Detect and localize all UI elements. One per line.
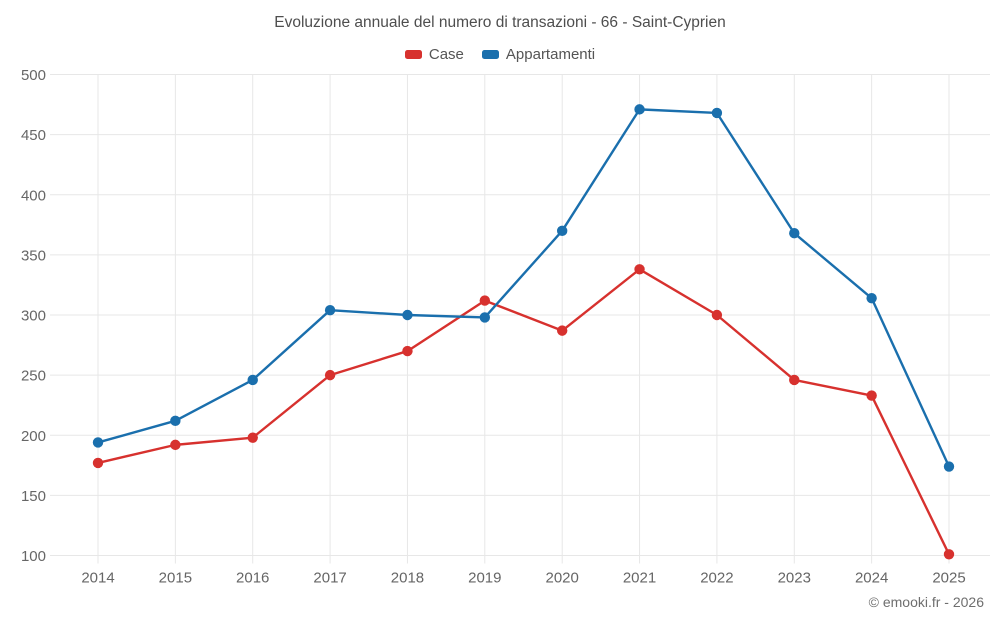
y-tick-label: 450 xyxy=(21,127,46,144)
legend-item-appartamenti[interactable]: Appartamenti xyxy=(481,46,596,63)
x-tick-label: 2020 xyxy=(545,570,578,587)
legend-label-appartamenti: Appartamenti xyxy=(505,46,596,63)
case-swatch-icon xyxy=(404,50,422,59)
x-tick-label: 2014 xyxy=(81,570,114,587)
x-tick-label: 2018 xyxy=(391,570,424,587)
data-point-case-2017[interactable] xyxy=(324,369,336,381)
data-point-case-2023[interactable] xyxy=(789,374,800,386)
data-point-case-2024[interactable] xyxy=(866,390,877,401)
data-point-appartamenti-2016[interactable] xyxy=(247,374,258,386)
data-point-appartamenti-2017[interactable] xyxy=(324,304,336,316)
data-point-appartamenti-2020[interactable] xyxy=(556,225,568,237)
data-point-case-2022[interactable] xyxy=(711,309,723,321)
y-tick-label: 500 xyxy=(21,67,46,84)
legend-item-case[interactable]: Case xyxy=(404,46,464,63)
data-point-case-2014[interactable] xyxy=(92,457,104,469)
x-tick-label: 2017 xyxy=(313,570,346,587)
series-line-case xyxy=(96,268,951,556)
y-tick-label: 100 xyxy=(21,548,46,565)
y-tick-label: 300 xyxy=(21,308,46,325)
x-tick-label: 2015 xyxy=(159,570,192,587)
data-point-case-2016[interactable] xyxy=(247,432,258,443)
y-tick-label: 200 xyxy=(21,428,46,445)
data-point-case-2015[interactable] xyxy=(170,439,181,451)
data-point-case-2019[interactable] xyxy=(479,295,491,306)
x-tick-label: 2016 xyxy=(236,570,269,587)
data-point-appartamenti-2015[interactable] xyxy=(170,415,181,427)
data-point-case-2021[interactable] xyxy=(634,264,645,275)
data-point-appartamenti-2019[interactable] xyxy=(479,312,491,323)
x-tick-label: 2019 xyxy=(468,570,501,587)
y-tick-label: 150 xyxy=(21,488,46,505)
data-point-case-2025[interactable] xyxy=(943,549,955,560)
data-point-appartamenti-2022[interactable] xyxy=(711,107,723,119)
x-tick-label: 2023 xyxy=(778,570,811,587)
x-tick-label: 2022 xyxy=(700,570,733,587)
appartamenti-swatch-icon xyxy=(481,50,499,59)
data-point-appartamenti-2023[interactable] xyxy=(789,228,800,239)
data-point-case-2018[interactable] xyxy=(402,345,413,357)
x-tick-label: 2025 xyxy=(932,570,965,587)
y-tick-label: 400 xyxy=(21,187,46,204)
data-point-appartamenti-2018[interactable] xyxy=(402,309,413,321)
data-point-appartamenti-2021[interactable] xyxy=(634,104,645,115)
data-point-case-2020[interactable] xyxy=(556,325,568,336)
data-point-appartamenti-2024[interactable] xyxy=(866,292,877,304)
chart-title: Evoluzione annuale del numero di transaz… xyxy=(274,14,726,31)
y-tick-label: 250 xyxy=(21,368,46,385)
series-line-appartamenti xyxy=(96,108,951,468)
copyright-text: © emooki.fr - 2026 xyxy=(868,594,984,610)
x-tick-label: 2021 xyxy=(623,570,656,587)
legend: Case Appartamenti xyxy=(0,46,1000,63)
y-tick-label: 350 xyxy=(21,247,46,264)
data-point-appartamenti-2025[interactable] xyxy=(943,461,955,472)
x-tick-label: 2024 xyxy=(855,570,888,587)
data-point-appartamenti-2014[interactable] xyxy=(92,437,104,448)
legend-label-case: Case xyxy=(428,46,464,63)
